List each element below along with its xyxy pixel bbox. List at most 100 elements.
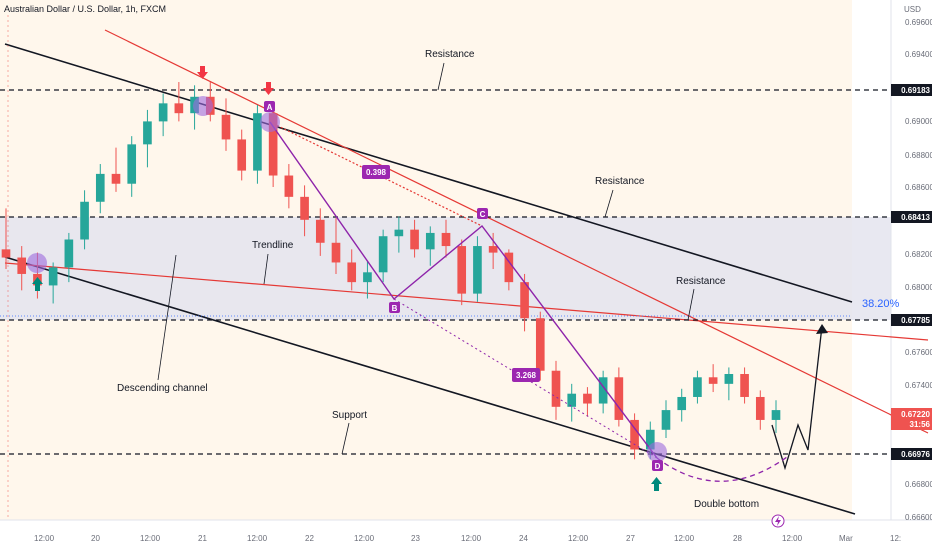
price-tick: 0.68000 [905, 283, 932, 292]
price-badge [891, 211, 932, 223]
candle-body [300, 196, 309, 220]
candle-body [127, 144, 137, 184]
ratio-label-cd: 3.268 [516, 371, 537, 380]
candle-body [551, 370, 561, 407]
candle-body [394, 229, 404, 237]
candle-body [598, 377, 608, 404]
pointer-line [263, 253, 269, 285]
time-tick: 28 [733, 534, 742, 543]
current-price-timer: 31:56 [910, 420, 931, 429]
candle-body [473, 246, 482, 294]
time-tick: 24 [519, 534, 528, 543]
price-tick: 0.67600 [905, 348, 932, 357]
candle-body [378, 236, 388, 273]
time-tick: 12:00 [782, 534, 803, 543]
lightning-icon[interactable] [771, 514, 785, 528]
price-badge-text: 0.66976 [901, 450, 930, 459]
current-price-text: 0.67220 [901, 410, 930, 419]
candle-body [315, 219, 325, 243]
price-tick: 0.68800 [905, 151, 932, 160]
price-tick: 0.69400 [905, 50, 932, 59]
price-tick: 0.68200 [905, 250, 932, 259]
xb-dotted-line [393, 298, 658, 459]
price-tick: 0.67400 [905, 381, 932, 390]
support-label: Support [332, 410, 367, 421]
pointer-line [157, 254, 177, 381]
candle-body [488, 246, 498, 253]
candle-body [268, 113, 278, 176]
time-tick: Mar [839, 534, 853, 543]
down-arrow-icon [197, 66, 208, 79]
candle-body [614, 377, 624, 420]
resistance-label: Resistance [676, 276, 726, 287]
up-arrow-icon [651, 477, 662, 491]
resistance-label: Resistance [425, 49, 475, 60]
candle-body [64, 239, 74, 268]
candle-body [1, 249, 11, 258]
candle-body [771, 410, 781, 420]
pointer-line [437, 62, 445, 91]
time-tick: 27 [626, 534, 635, 543]
up-arrow-icon [32, 277, 43, 291]
currency-label: USD [904, 5, 921, 14]
candle-body [425, 232, 435, 250]
point-tag-d [652, 460, 663, 471]
current-price-badge [891, 408, 932, 430]
candle-body [48, 267, 58, 286]
ratio-tag-cd [512, 368, 540, 382]
price-tick: 0.69000 [905, 117, 932, 126]
candle-body [693, 377, 702, 397]
time-tick: 12: [890, 534, 901, 543]
price-tick: 0.68600 [905, 183, 932, 192]
candle-body [17, 257, 27, 274]
candle-body [677, 396, 687, 411]
candle-body [95, 173, 105, 202]
candle-body [80, 201, 89, 240]
down-arrow-icon [263, 82, 274, 95]
touch-circle [27, 253, 47, 273]
resistance-label: Resistance [595, 176, 645, 187]
ratio-label-bc: 0.398 [366, 168, 387, 177]
price-badge-text: 0.69183 [901, 86, 930, 95]
touch-circle [193, 96, 213, 116]
candle-body [347, 262, 357, 283]
fib-label: 38.20% [862, 298, 900, 310]
candle-body [708, 377, 718, 384]
time-tick: 12:00 [568, 534, 589, 543]
time-tick: 20 [91, 534, 100, 543]
projection-path [771, 325, 823, 471]
point-tag-b [389, 302, 400, 313]
touch-circle [260, 112, 280, 132]
candle-body [755, 396, 765, 420]
candle-body [143, 121, 152, 145]
candle-body [253, 113, 262, 171]
time-tick: 21 [198, 534, 207, 543]
point-label-d: D [655, 462, 661, 471]
time-tick: 23 [411, 534, 420, 543]
channel-lower-line [4, 256, 856, 515]
price-axis-ticks: 0.69600 0.69400 0.69000 0.68800 0.68600 … [905, 18, 932, 522]
candle-body [331, 242, 341, 263]
candle-body [363, 272, 372, 283]
candle-body [661, 410, 671, 430]
time-tick: 12:00 [140, 534, 161, 543]
candle-body [535, 318, 545, 371]
price-badge [891, 314, 932, 326]
price-badge [891, 84, 932, 96]
price-badge [891, 448, 932, 460]
price-tick: 0.66600 [905, 513, 932, 522]
pointer-line [604, 189, 614, 218]
price-badge-text: 0.67785 [901, 316, 930, 325]
candle-body [284, 175, 294, 197]
time-tick: 12:00 [247, 534, 268, 543]
pointer-line [687, 288, 695, 321]
point-label-c: C [480, 210, 486, 219]
abcd-pattern-line [269, 121, 658, 459]
time-tick: 12:00 [354, 534, 375, 543]
time-axis-ticks: 12:00 20 12:00 21 12:00 22 12:00 23 12:0… [34, 534, 901, 543]
point-label-a: A [267, 103, 273, 112]
channel-upper-line [4, 43, 853, 303]
time-tick: 12:00 [34, 534, 55, 543]
touch-circle [647, 442, 667, 462]
